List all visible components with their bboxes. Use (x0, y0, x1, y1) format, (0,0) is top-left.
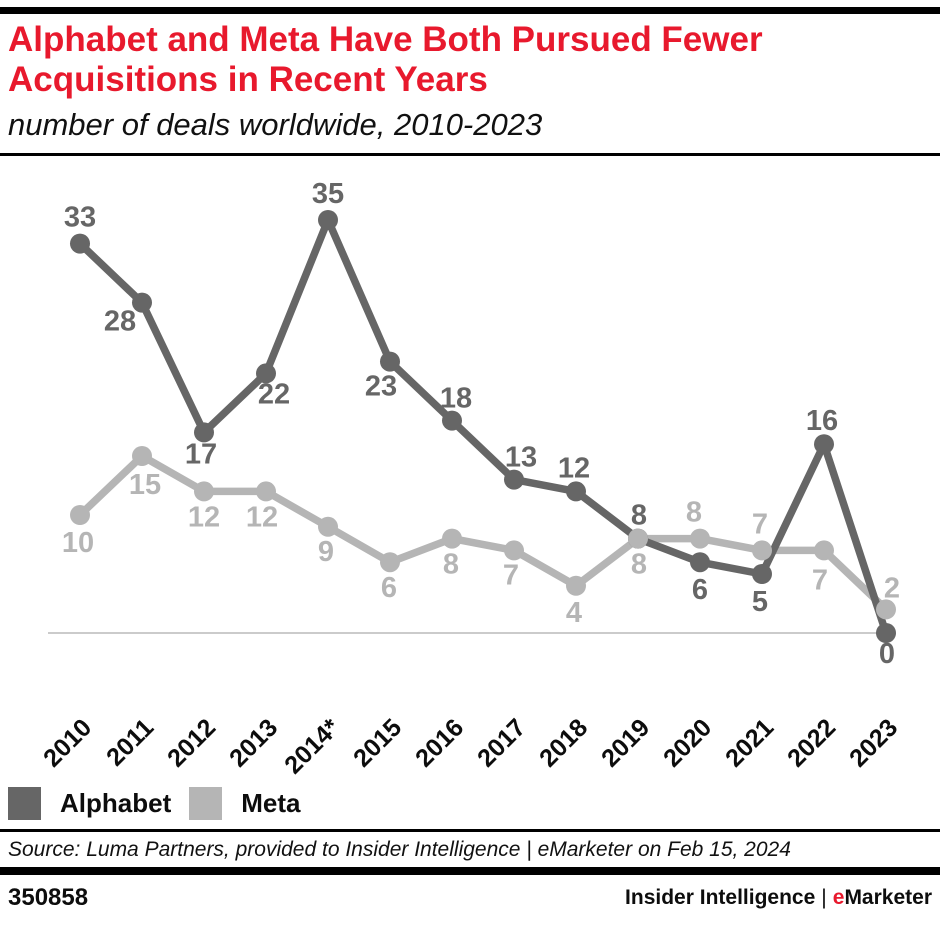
data-label-meta-2018: 4 (566, 597, 582, 629)
data-point-meta-2016 (442, 528, 462, 549)
data-label-alphabet-2012: 17 (185, 438, 217, 470)
data-label-meta-2023: 2 (884, 572, 900, 604)
data-label-meta-2022: 7 (812, 564, 828, 596)
brand-emarketer-rest: Marketer (844, 886, 932, 909)
data-label-alphabet-2016: 18 (440, 383, 472, 415)
data-label-meta-2019: 8 (631, 549, 647, 581)
x-axis-label-2019: 2019 (596, 713, 655, 772)
footer: 350858 Insider Intelligence | eMarketer (0, 875, 940, 912)
chart-id: 350858 (8, 884, 89, 911)
data-point-meta-2013 (256, 481, 276, 502)
chart-subtitle: number of deals worldwide, 2010-2023 (8, 107, 543, 142)
data-point-alphabet-2022 (814, 434, 834, 455)
data-label-meta-2013: 12 (246, 501, 278, 533)
footer-accent-bar (0, 867, 940, 875)
data-label-meta-2012: 12 (188, 501, 220, 533)
x-axis-label-2011: 2011 (101, 713, 159, 771)
x-axis-label-2015: 2015 (348, 713, 407, 772)
chart-header: Alphabet and Meta Have Both Pursued Fewe… (0, 14, 940, 143)
data-label-alphabet-2021: 5 (752, 586, 768, 618)
brand-emarketer-e: e (832, 886, 845, 909)
data-label-alphabet-2017: 13 (505, 442, 537, 474)
data-label-alphabet-2013: 22 (258, 378, 290, 410)
legend-swatch-meta (189, 786, 223, 820)
data-point-alphabet-2023 (876, 623, 896, 643)
x-axis-label-2020: 2020 (658, 713, 717, 772)
data-label-alphabet-2023: 0 (879, 638, 895, 670)
brand-logo: Insider Intelligence | eMarketer (625, 886, 932, 910)
source-divider (0, 829, 940, 832)
top-accent-bar (0, 7, 940, 14)
data-point-meta-2012 (194, 481, 214, 502)
x-axis-label-2013: 2013 (224, 713, 283, 772)
x-axis-label-2017: 2017 (472, 713, 531, 772)
data-point-alphabet-2010 (70, 233, 90, 254)
data-label-meta-2011: 15 (129, 469, 161, 501)
data-label-alphabet-2015: 23 (365, 371, 397, 403)
data-point-alphabet-2015 (380, 351, 400, 372)
data-point-meta-2010 (70, 505, 90, 525)
data-label-alphabet-2014*: 35 (312, 178, 344, 210)
series-line-alphabet (77, 216, 890, 635)
data-point-alphabet-2017 (504, 469, 524, 490)
data-point-alphabet-2014* (318, 210, 338, 230)
chart-legend: Alphabet Meta (8, 786, 940, 820)
data-label-meta-2021: 7 (752, 508, 768, 540)
legend-swatch-alphabet (8, 786, 41, 820)
data-label-alphabet-2018: 12 (558, 452, 590, 484)
data-point-alphabet-2021 (752, 564, 772, 584)
data-point-alphabet-2011 (132, 292, 152, 313)
header-divider (0, 153, 940, 156)
data-label-meta-2014*: 9 (318, 536, 334, 568)
data-point-meta-2020 (690, 528, 710, 549)
x-axis-label-2023: 2023 (844, 713, 903, 772)
data-point-alphabet-2020 (690, 552, 710, 573)
page-title-line-2: Acquisitions in Recent Years (8, 60, 488, 99)
chart-svg: 33 28 17 22 35 23 18 13 12 8 6 5 16 0 10 15 12 12 9 6 8 7 4 8 8 7… (38, 178, 903, 779)
data-point-alphabet-2012 (194, 422, 214, 443)
x-axis-label-2010: 2010 (38, 713, 97, 772)
x-axis-label-2014*: 2014* (279, 713, 345, 779)
legend-label-meta: Meta (241, 787, 301, 818)
data-label-alphabet-2020: 6 (692, 574, 708, 606)
data-point-alphabet-2016 (442, 410, 462, 431)
data-point-meta-2019 (628, 528, 648, 549)
data-label-meta-2010: 10 (62, 527, 94, 559)
data-label-alphabet-2022: 16 (806, 405, 838, 437)
data-label-alphabet-2019: 8 (631, 500, 647, 532)
data-point-meta-2018 (566, 575, 586, 596)
data-label-alphabet-2010: 33 (64, 202, 96, 234)
data-point-alphabet-2018 (566, 481, 586, 502)
data-point-meta-2011 (132, 446, 152, 466)
data-point-meta-2022 (814, 540, 834, 561)
x-axis-label-2022: 2022 (782, 713, 841, 772)
brand-divider: | (821, 886, 827, 909)
legend-label-alphabet: Alphabet (60, 787, 172, 818)
data-point-meta-2021 (752, 540, 772, 561)
source-line: Source: Luma Partners, provided to Insid… (8, 838, 791, 861)
data-label-meta-2020: 8 (686, 497, 702, 529)
acquisitions-line-chart: 33 28 17 22 35 23 18 13 12 8 6 5 16 0 10 15 12 12 9 6 8 7 4 8 8 7… (0, 158, 940, 780)
data-label-meta-2015: 6 (381, 572, 397, 604)
x-axis-label-2018: 2018 (534, 713, 593, 772)
data-point-meta-2017 (504, 540, 524, 561)
brand-insider-intelligence: Insider Intelligence (625, 886, 816, 909)
page-title-line-1: Alphabet and Meta Have Both Pursued Fewe… (8, 20, 763, 59)
data-label-meta-2017: 7 (503, 559, 519, 591)
data-point-alphabet-2013 (256, 363, 276, 384)
x-axis-label-2012: 2012 (162, 713, 221, 772)
data-point-meta-2014* (318, 516, 338, 537)
data-point-meta-2015 (380, 552, 400, 573)
data-point-meta-2023 (876, 599, 896, 620)
data-label-alphabet-2011: 28 (104, 306, 136, 338)
data-label-meta-2016: 8 (443, 549, 459, 581)
x-axis-label-2021: 2021 (720, 713, 779, 772)
series-line-meta (77, 452, 889, 613)
x-axis-label-2016: 2016 (410, 713, 469, 772)
